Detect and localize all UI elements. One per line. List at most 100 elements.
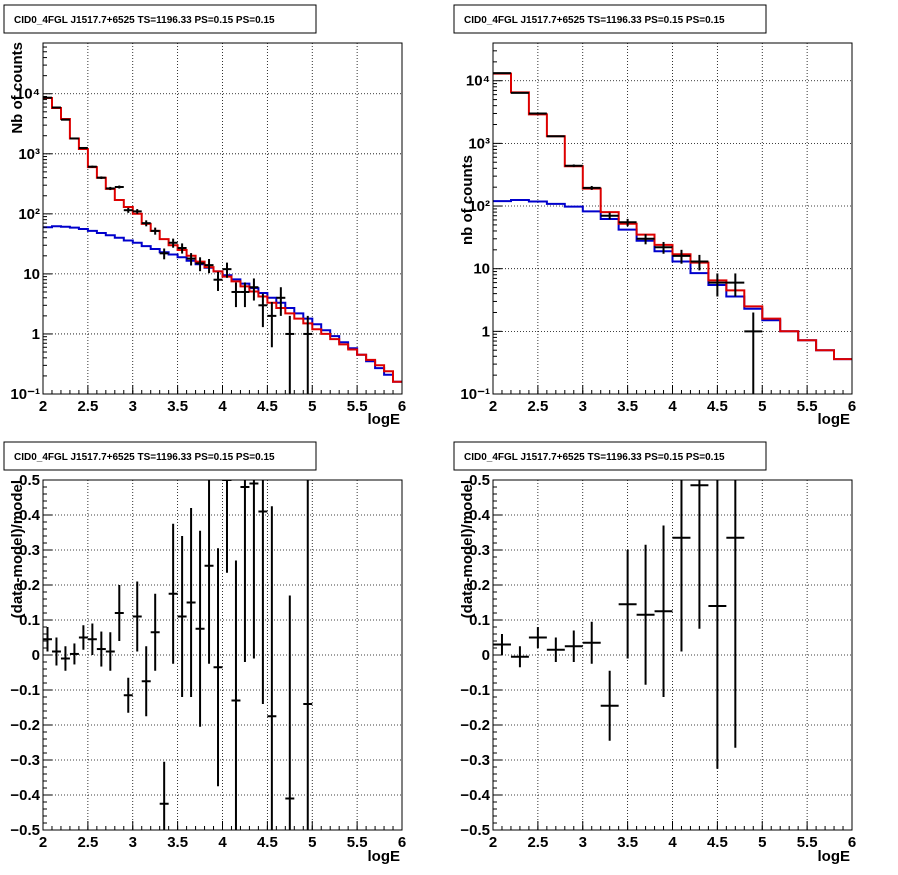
y-tick-label: 10⁴ [466, 73, 490, 90]
y-tick-label: 0.1 [19, 612, 40, 629]
data-point [177, 536, 187, 697]
y-tick-label: 0.3 [19, 542, 40, 559]
data-point [87, 623, 97, 655]
data-point [159, 761, 169, 830]
panel-title: CID0_4FGL J1517.7+6525 TS=1196.33 PS=0.1… [14, 15, 275, 26]
y-tick-label: −0.1 [10, 682, 40, 699]
x-tick-label: 2.5 [77, 398, 98, 415]
data-point [114, 185, 124, 189]
data-point [105, 632, 115, 671]
data-point [582, 621, 601, 664]
y-tick-label: 0.4 [469, 507, 491, 524]
y-tick-label: −0.3 [460, 752, 490, 769]
data-point [186, 508, 196, 697]
x-axis-label: logE [818, 848, 851, 865]
title-box [453, 4, 767, 34]
data-point [240, 282, 250, 308]
data-point [726, 273, 745, 297]
x-tick-label: 5.5 [797, 834, 818, 851]
data-point [51, 106, 61, 109]
y-tick-label: 0.5 [469, 472, 490, 489]
y-tick-label: −0.4 [460, 787, 490, 804]
data-point [564, 164, 583, 168]
data-point [582, 185, 601, 190]
x-tick-label: 4 [218, 834, 227, 851]
panel-title: CID0_4FGL J1517.7+6525 TS=1196.33 PS=0.1… [464, 15, 725, 26]
x-tick-label: 5 [758, 398, 766, 415]
y-axis-label: (data-model)/model [9, 480, 26, 618]
y-tick-label: −0.4 [10, 787, 40, 804]
x-tick-label: 4 [668, 834, 677, 851]
y-tick-label: 10³ [468, 135, 490, 152]
data-point [249, 278, 259, 301]
data-point [195, 257, 205, 272]
data-point [528, 112, 547, 115]
y-axis-label: Nb of counts [9, 42, 26, 134]
x-tick-label: 4.5 [707, 834, 728, 851]
title-box [3, 441, 317, 471]
data-point [186, 253, 196, 266]
panel-title: CID0_4FGL J1517.7+6525 TS=1196.33 PS=0.1… [14, 452, 275, 463]
y-tick-label: 0.3 [469, 542, 490, 559]
plot-area [43, 43, 402, 394]
y-tick-label: 10⁻¹ [460, 386, 490, 403]
data-point [204, 480, 214, 664]
data-point [78, 625, 88, 650]
title-box [453, 441, 767, 471]
data-point [231, 560, 241, 830]
x-tick-label: 4.5 [257, 398, 278, 415]
data-point [285, 315, 295, 394]
spectrum-panel-right: CID0_4FGL J1517.7+6525 TS=1196.33 PS=0.1… [453, 4, 856, 428]
data-point [564, 630, 583, 662]
y-tick-label: 10² [18, 206, 40, 223]
data-point [726, 480, 745, 748]
y-tick-label: 0.4 [19, 507, 41, 524]
residual-panel-right: CID0_4FGL J1517.7+6525 TS=1196.33 PS=0.1… [453, 441, 856, 865]
data-point [618, 218, 637, 227]
y-tick-label: 1 [32, 326, 40, 343]
y-tick-label: 10 [23, 266, 40, 283]
y-tick-label: 10 [473, 261, 490, 278]
data-point [672, 480, 691, 652]
data-point [744, 312, 763, 394]
data-point [258, 293, 268, 328]
plot-content [493, 72, 852, 394]
x-tick-label: 3.5 [167, 398, 188, 415]
data-point [87, 165, 97, 168]
data-point [510, 91, 529, 94]
data-point [96, 631, 106, 667]
data-point [708, 273, 727, 297]
data-point [123, 677, 133, 713]
x-tick-label: 2 [489, 398, 497, 415]
x-axis-label: logE [368, 848, 401, 865]
data-point [600, 670, 619, 741]
x-axis-label: logE [368, 411, 401, 428]
data-point [222, 262, 232, 278]
data-point [43, 627, 52, 652]
x-tick-label: 6 [398, 398, 406, 415]
data-point [618, 550, 637, 659]
x-tick-label: 6 [848, 834, 856, 851]
data-point [60, 118, 70, 121]
x-tick-label: 2 [489, 834, 497, 851]
data-point [168, 523, 178, 664]
y-tick-label: −0.5 [460, 822, 490, 839]
x-tick-label: 3.5 [167, 834, 188, 851]
x-tick-label: 3 [129, 398, 137, 415]
y-tick-label: −0.1 [460, 682, 490, 699]
y-tick-label: −0.3 [10, 752, 40, 769]
spectrum-panel-left: CID0_4FGL J1517.7+6525 TS=1196.33 PS=0.1… [3, 4, 406, 428]
data-point [546, 135, 565, 138]
data-point [267, 506, 277, 830]
x-tick-label: 5.5 [347, 398, 368, 415]
y-tick-label: 10⁻¹ [10, 386, 40, 403]
y-tick-label: 0.2 [19, 577, 40, 594]
data-point [636, 234, 655, 245]
x-tick-label: 2.5 [77, 834, 98, 851]
x-tick-label: 4.5 [707, 398, 728, 415]
panel-title: CID0_4FGL J1517.7+6525 TS=1196.33 PS=0.1… [464, 452, 725, 463]
x-tick-label: 3 [579, 398, 587, 415]
data-point [132, 581, 142, 652]
data-point [303, 480, 313, 830]
data-point [96, 176, 106, 180]
